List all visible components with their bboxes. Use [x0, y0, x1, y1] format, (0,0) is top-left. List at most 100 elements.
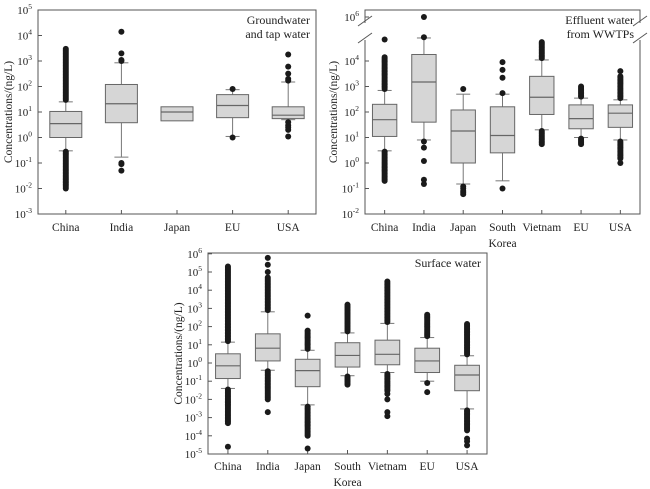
outlier-point [304, 312, 311, 319]
panel-title: Groundwater [247, 13, 310, 27]
box-china: China [49, 45, 83, 234]
y-tick-label: 105 [187, 264, 202, 279]
box-india: India [254, 254, 281, 473]
outlier-point [344, 301, 351, 308]
y-tick-label: 103 [344, 79, 359, 94]
outlier-point [381, 36, 388, 43]
x-tick-label: Vietnam [522, 222, 561, 234]
box-eu: EU [568, 83, 594, 234]
outlier-point [499, 185, 506, 192]
iqr-box [371, 103, 398, 137]
outlier-point [538, 39, 545, 46]
outlier-point [304, 445, 311, 452]
y-tick-label: 10-1 [342, 181, 359, 196]
outlier-point [460, 85, 467, 92]
y-tick-label: 10-3 [15, 206, 32, 221]
box-usa: USA [271, 51, 305, 234]
y-tick-label: 106 [187, 246, 202, 261]
outlier-point [264, 261, 271, 268]
outlier-point [118, 56, 125, 63]
axis-break-mark [632, 32, 648, 44]
box-south-korea: South Korea [333, 301, 362, 489]
y-tick-label: 10-1 [15, 155, 32, 170]
outlier-point [118, 50, 125, 57]
box-eu: EU [216, 85, 250, 234]
outlier-point [464, 442, 471, 449]
iqr-box [294, 358, 321, 388]
outlier-point [464, 407, 471, 414]
outlier-point [229, 85, 236, 92]
outlier-point [578, 135, 585, 142]
box-india: India [411, 14, 437, 234]
iqr-box [607, 104, 634, 128]
box-japan: Japan [450, 85, 477, 234]
y-tick-label: 104 [187, 282, 202, 297]
outlier-point [224, 386, 231, 393]
y-axis-label: Concentrations/(ng/L) [328, 61, 340, 163]
axis-break-mark [632, 15, 648, 27]
outlier-point [499, 90, 506, 97]
panel-title: from WWTPs [567, 27, 635, 41]
y-tick-label: 10-4 [185, 428, 202, 443]
outlier-point [224, 443, 231, 450]
chart-effluent: 10-2 10-1 100 101 102 103 104 106 Concentrations… [328, 9, 648, 250]
outlier-point [578, 83, 585, 90]
axis-break-mark [357, 15, 373, 27]
outlier-point [499, 74, 506, 81]
box-usa: USA [607, 68, 634, 234]
outlier-point [381, 148, 388, 155]
panel-title: Effluent water [565, 13, 634, 27]
x-tick-label: USA [277, 222, 301, 234]
axis-break-gap [363, 23, 368, 40]
outlier-point [62, 45, 69, 52]
outlier-point [424, 379, 431, 386]
outlier-point [384, 396, 391, 403]
outlier-point [420, 157, 427, 164]
x-tick-label: India [256, 461, 280, 473]
outlier-point [229, 134, 236, 141]
outlier-point [538, 127, 545, 134]
box-india: India [104, 28, 138, 234]
y-tick-label: 103 [17, 53, 32, 68]
y-tick-label: 10-2 [15, 181, 32, 196]
y-axis-label: Concentrations/(ng/L) [173, 302, 185, 404]
box-china: China [214, 263, 242, 473]
outlier-point [264, 269, 271, 275]
x-tick-label: EU [225, 222, 241, 234]
y-tick-label: 104 [344, 53, 359, 68]
x-tick-label: Japan [450, 222, 476, 234]
box-eu: EU [414, 311, 441, 473]
outlier-point [384, 370, 391, 377]
panel-title: and tap water [245, 27, 310, 41]
outlier-point [420, 14, 427, 20]
chart-surface: 10-5 10-4 10-3 10-2 10-1 100 101 102 103 104 105 10… [173, 246, 488, 489]
outlier-point [384, 278, 391, 285]
x-tick-label: USA [456, 461, 480, 473]
iqr-box [568, 104, 594, 130]
y-tick-label: 106 [344, 9, 359, 24]
outlier-point [384, 409, 391, 416]
x-tick-label: EU [573, 222, 589, 234]
outlier-point [264, 254, 271, 261]
x-tick-label: Japan [164, 222, 190, 234]
y-tick-label: 104 [17, 28, 32, 43]
y-tick-label: 10-5 [185, 446, 202, 461]
iqr-box [216, 94, 250, 119]
y-tick-label: 101 [344, 130, 359, 145]
iqr-box [411, 53, 437, 123]
outlier-point [344, 373, 351, 380]
axis-break-gap [638, 23, 643, 40]
x-tick-label: India [110, 222, 134, 234]
y-tick-label: 102 [344, 104, 359, 119]
outlier-point [285, 77, 292, 84]
outlier-point [420, 176, 427, 183]
outlier-point [499, 66, 506, 73]
iqr-box [49, 110, 83, 138]
x-tick-label: South [334, 461, 361, 473]
y-tick-label: 101 [17, 104, 32, 119]
outlier-point [420, 181, 427, 188]
box-vietnam: Vietnam [368, 278, 407, 473]
outlier-point [617, 68, 624, 75]
outlier-point [285, 133, 292, 140]
y-tick-label: 101 [187, 337, 202, 352]
